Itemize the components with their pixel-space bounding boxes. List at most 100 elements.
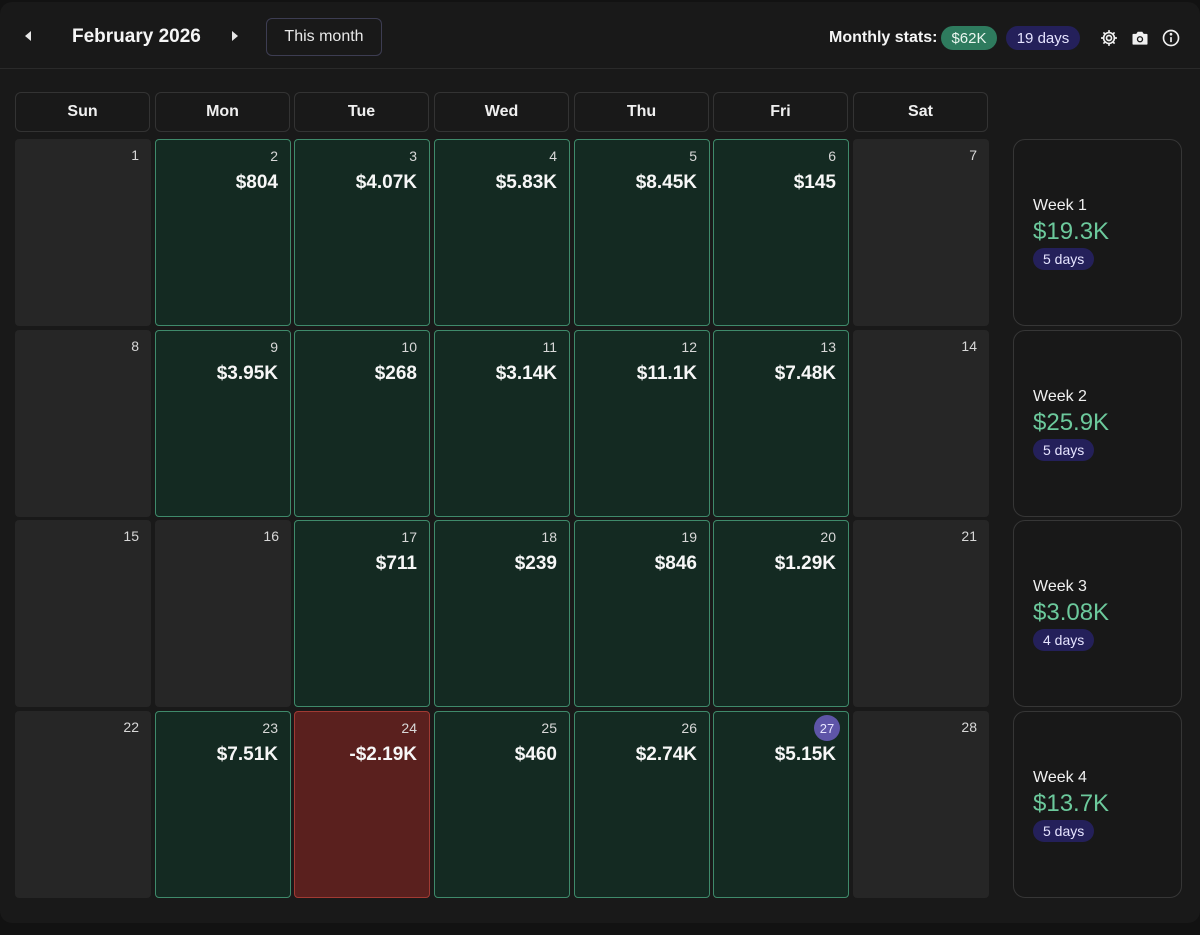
week-total: $3.08K — [1033, 599, 1110, 626]
next-month-button[interactable] — [221, 22, 249, 50]
day-cell[interactable]: 2 $804 — [155, 139, 291, 326]
day-number: 2 — [270, 148, 278, 164]
day-number: 12 — [681, 339, 697, 355]
day-profit-value: $7.51K — [216, 744, 278, 765]
day-cell[interactable]: 17 $711 — [294, 520, 430, 707]
info-button[interactable] — [1160, 27, 1182, 49]
day-number: 13 — [820, 339, 836, 355]
day-number: 21 — [961, 528, 977, 544]
week-summary-card[interactable]: Week 2 $25.9K 5 days — [1013, 330, 1182, 517]
day-profit-value: $7.48K — [774, 363, 836, 384]
day-number: 14 — [961, 338, 977, 354]
calendar-header: February 2026 This month Monthly stats: … — [0, 2, 1200, 69]
day-profit-value: $8.45K — [635, 172, 697, 193]
day-profit-value: $5.83K — [495, 172, 557, 193]
week-days-badge: 5 days — [1033, 820, 1095, 842]
day-cell[interactable]: 25 $460 — [434, 711, 570, 898]
day-profit-value: $3.95K — [216, 363, 278, 384]
previous-month-button[interactable] — [14, 22, 42, 50]
day-number: 20 — [820, 529, 836, 545]
day-number: 22 — [123, 719, 139, 735]
week-summary-card[interactable]: Week 3 $3.08K 4 days — [1013, 520, 1182, 707]
day-cell[interactable]: 26 $2.74K — [574, 711, 710, 898]
week-days-badge: 4 days — [1033, 629, 1095, 651]
day-number: 11 — [542, 339, 557, 355]
week-summary-card[interactable]: Week 4 $13.7K 5 days — [1013, 711, 1182, 898]
day-number: 15 — [123, 528, 139, 544]
day-cell[interactable]: 3 $4.07K — [294, 139, 430, 326]
day-cell[interactable]: 7 — [853, 139, 989, 326]
day-cell[interactable]: 12 $11.1K — [574, 330, 710, 517]
day-cell[interactable]: 1 — [15, 139, 151, 326]
screenshot-button[interactable] — [1129, 27, 1151, 49]
day-number: 23 — [262, 720, 278, 736]
today-day-number: 27 — [814, 715, 840, 741]
weekday-sat: Sat — [853, 92, 988, 132]
day-number: 9 — [270, 339, 278, 355]
day-cell[interactable]: 21 — [853, 520, 989, 707]
day-profit-value: $2.74K — [635, 744, 697, 765]
day-cell[interactable]: 20 $1.29K — [713, 520, 849, 707]
day-cell[interactable]: 6 $145 — [713, 139, 849, 326]
day-profit-value: $5.15K — [774, 744, 836, 765]
info-icon — [1162, 29, 1180, 47]
day-cell[interactable]: 13 $7.48K — [713, 330, 849, 517]
day-cell[interactable]: 27 $5.15K — [713, 711, 849, 898]
day-number: 26 — [681, 720, 697, 736]
this-month-button[interactable]: This month — [266, 18, 382, 56]
day-profit-value: $460 — [514, 744, 557, 765]
day-cell[interactable]: 5 $8.45K — [574, 139, 710, 326]
day-profit-value: $11.1K — [636, 363, 697, 384]
day-cell[interactable]: 15 — [15, 520, 151, 707]
day-cell[interactable]: 8 — [15, 330, 151, 517]
weekday-fri: Fri — [713, 92, 848, 132]
day-number: 7 — [969, 147, 977, 163]
week-summary-card[interactable]: Week 1 $19.3K 5 days — [1013, 139, 1182, 326]
day-number: 8 — [131, 338, 139, 354]
monthly-stats-label: Monthly stats: — [829, 29, 938, 46]
week-label: Week 1 — [1033, 197, 1087, 214]
day-profit-value: $145 — [793, 172, 836, 193]
settings-button[interactable] — [1098, 27, 1120, 49]
gear-icon — [1101, 30, 1117, 46]
week-total: $19.3K — [1033, 218, 1110, 245]
day-number: 25 — [541, 720, 557, 736]
day-cell[interactable]: 24 -$2.19K — [294, 711, 430, 898]
day-cell[interactable]: 18 $239 — [434, 520, 570, 707]
month-title: February 2026 — [72, 26, 201, 47]
day-number: 5 — [689, 148, 697, 164]
day-cell[interactable]: 16 — [155, 520, 291, 707]
day-profit-value: $846 — [654, 553, 697, 574]
day-loss-value: -$2.19K — [349, 744, 417, 765]
day-number: 28 — [961, 719, 977, 735]
weekday-tue: Tue — [294, 92, 429, 132]
day-profit-value: $239 — [514, 553, 557, 574]
day-cell[interactable]: 23 $7.51K — [155, 711, 291, 898]
monthly-total-badge: $62K — [941, 26, 997, 50]
week-total: $13.7K — [1033, 790, 1110, 817]
week-days-badge: 5 days — [1033, 439, 1095, 461]
day-cell[interactable]: 9 $3.95K — [155, 330, 291, 517]
week-label: Week 3 — [1033, 578, 1087, 595]
monthly-days-badge: 19 days — [1006, 26, 1080, 50]
day-cell[interactable]: 10 $268 — [294, 330, 430, 517]
day-cell[interactable]: 19 $846 — [574, 520, 710, 707]
week-label: Week 4 — [1033, 769, 1087, 786]
chevron-left-icon — [25, 31, 31, 41]
day-cell[interactable]: 4 $5.83K — [434, 139, 570, 326]
day-profit-value: $711 — [375, 553, 417, 574]
day-cell[interactable]: 28 — [853, 711, 989, 898]
day-number: 16 — [263, 528, 279, 544]
day-number: 6 — [828, 148, 836, 164]
week-total: $25.9K — [1033, 409, 1110, 436]
day-number: 17 — [401, 529, 417, 545]
day-cell[interactable]: 22 — [15, 711, 151, 898]
day-cell[interactable]: 14 — [853, 330, 989, 517]
chevron-right-icon — [232, 31, 238, 41]
day-profit-value: $4.07K — [355, 172, 417, 193]
camera-icon — [1132, 31, 1148, 45]
day-number: 19 — [681, 529, 697, 545]
day-number: 10 — [401, 339, 417, 355]
day-cell[interactable]: 11 $3.14K — [434, 330, 570, 517]
